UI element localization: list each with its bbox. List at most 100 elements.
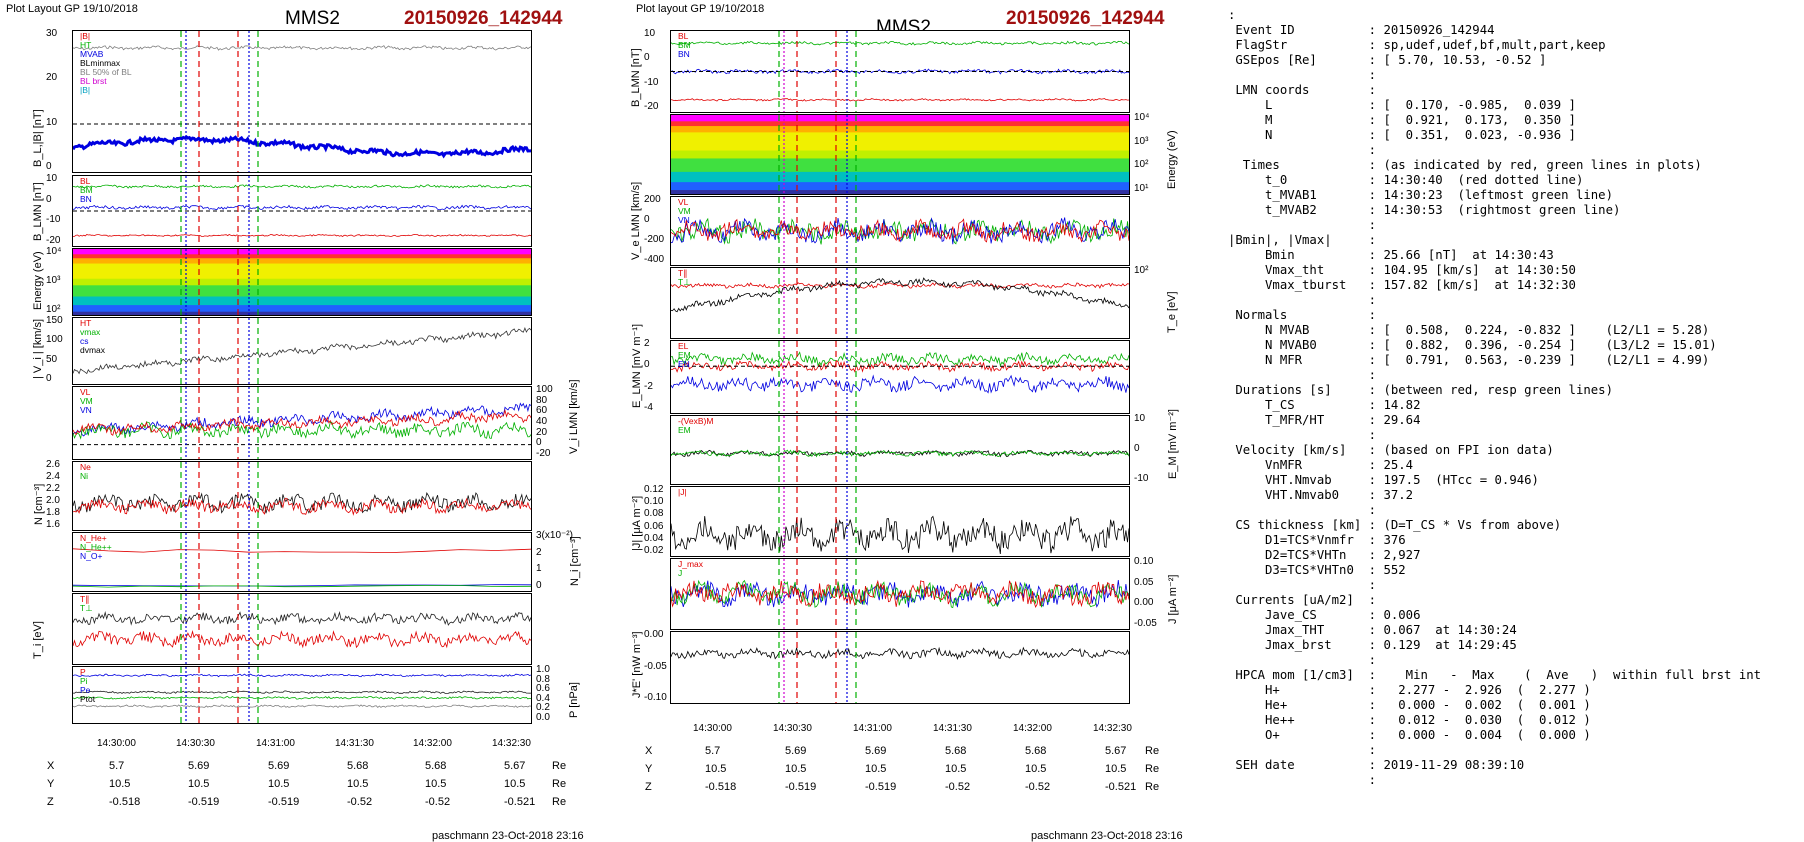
left-panel-1-legend-entry: |B| xyxy=(80,31,91,41)
left-panel-8-legend-entry: T⊥ xyxy=(80,603,93,613)
left-coord-y-value: 10.5 xyxy=(425,778,447,790)
left-panel-9-legend-entry: P xyxy=(80,667,86,677)
right-panel-7-ytick: 0.08 xyxy=(644,508,664,520)
right-panel-3 xyxy=(670,196,1130,266)
left-panel-6-plot xyxy=(73,462,531,530)
right-panel-9-plot xyxy=(671,632,1129,703)
right-spectrogram-band-2 xyxy=(671,121,1129,127)
left-panel-4-ytick: 150 xyxy=(46,315,63,326)
right-panel-9 xyxy=(670,631,1130,704)
left-panel-5-ytick: 100 xyxy=(536,384,553,395)
left-panel-2-ylabel: B_LMN [nT] xyxy=(32,182,44,241)
right-panel-8-legend-entry: J_max xyxy=(678,559,704,569)
right-panel-8-trace-3 xyxy=(671,579,1129,609)
right-coord-x-value: 5.68 xyxy=(1025,745,1047,757)
left-coord-z-value: -0.521 xyxy=(504,796,536,808)
right-xtick-label: 14:32:30 xyxy=(1093,723,1132,734)
left-panel-2-plot xyxy=(73,176,531,246)
left-panel-1-legend-entry: |B| xyxy=(80,85,91,95)
left-panel-1-ytick: 0 xyxy=(46,161,52,172)
left-panel-9-legend-entry: Pe xyxy=(80,685,91,695)
right-xtick-label: 14:31:30 xyxy=(933,723,972,734)
left-xtick-label: 14:32:00 xyxy=(413,738,452,749)
right-coord-unit: Re xyxy=(1145,781,1160,793)
left-panel-5-legend-entry: VL xyxy=(80,387,91,397)
left-coord-y-value: 10.5 xyxy=(188,778,210,790)
right-panel-7-ytick: 0.02 xyxy=(644,545,664,556)
left-panel-5-trace-1 xyxy=(73,402,531,437)
left-coord-z-value: -0.52 xyxy=(347,796,373,808)
left-panel-1-plot xyxy=(73,31,531,172)
left-panel-9-ytick: 0.2 xyxy=(536,702,550,714)
right-panel-5-legend-entry: EM xyxy=(678,350,691,360)
left-panel-9-ytick: 0.0 xyxy=(536,712,550,723)
right-panel-1-legend-entry: BN xyxy=(678,49,690,59)
left-panel-8-plot xyxy=(73,594,531,664)
left-spectrogram-band-4 xyxy=(73,263,531,280)
right-panel-2-ylabel: Energy (eV) xyxy=(1166,130,1178,189)
right-panel-5-ytick: 2 xyxy=(644,338,650,349)
right-panel-3-legend-entry: VM xyxy=(678,206,691,216)
right-panel-3-ytick: -400 xyxy=(644,254,665,265)
right-panel-6-ylabel: E_M [mV m⁻²] xyxy=(1167,409,1179,479)
right-panel-8-ylabel: J [μA m⁻²] xyxy=(1167,574,1179,624)
right-xtick-label: 14:30:30 xyxy=(773,723,812,734)
right-panel-6-trace-1 xyxy=(671,449,1129,458)
right-panel-7 xyxy=(670,486,1130,557)
left-panel-6-ytick: 1.6 xyxy=(46,519,60,530)
left-panel-1 xyxy=(72,30,532,173)
left-panel-8-trace-2 xyxy=(73,630,531,649)
right-panel-2-ytick: 10³ xyxy=(1134,135,1149,147)
left-coord-x-value: 5.7 xyxy=(109,760,125,772)
right-xtick-label: 14:31:00 xyxy=(853,723,892,734)
right-spectrogram-band-7 xyxy=(671,171,1129,183)
right-coord-z-label: Z xyxy=(645,781,652,793)
right-panel-5-trace-3 xyxy=(671,374,1129,394)
left-spectrogram-band-8 xyxy=(73,305,531,313)
left-panel-7-ytick: 3(x10⁻²) xyxy=(536,530,573,541)
left-panel-4-trace-1 xyxy=(73,326,531,375)
right-coord-y-label: Y xyxy=(645,763,653,775)
left-panel-7-legend-entry: N_He++ xyxy=(80,542,112,552)
left-panel-6-trace-1 xyxy=(73,491,531,514)
right-panel-4-ytick: 10² xyxy=(1134,265,1149,276)
left-panel-9-plot xyxy=(73,667,531,723)
left-panel-6-legend-entry: Ne xyxy=(80,462,91,472)
left-panel-2-ytick: 0 xyxy=(46,193,52,205)
right-panel-5 xyxy=(670,340,1130,414)
right-panel-7-ylabel: |J| [μA m⁻²] xyxy=(631,495,643,551)
left-panel-5-legend-entry: VN xyxy=(80,405,92,415)
right-panel-5-ytick: 0 xyxy=(644,359,650,371)
right-panel-1-ytick: -20 xyxy=(644,101,659,112)
left-panel-3-ytick: 10³ xyxy=(46,275,61,286)
right-coord-z-value: -0.519 xyxy=(865,781,897,793)
left-xtick-label: 14:31:00 xyxy=(256,738,295,749)
right-panel-6-legend-entry: EM xyxy=(678,425,691,435)
right-panel-1-legend-entry: BM xyxy=(678,40,691,50)
left-xtick-label: 14:30:00 xyxy=(97,738,136,749)
right-panel-8-ytick: 0.00 xyxy=(1134,597,1154,609)
right-panel-5-ytick: -2 xyxy=(644,380,653,392)
right-panel-7-ytick: 0.12 xyxy=(644,484,664,495)
right-footer: paschmann 23-Oct-2018 23:16 xyxy=(1031,830,1183,842)
right-panel-6-plot xyxy=(671,416,1129,484)
left-coord-y-value: 10.5 xyxy=(347,778,369,790)
right-panel-6-ytick: 10 xyxy=(1134,413,1146,424)
left-panel-5-plot xyxy=(73,387,531,459)
left-panel-3 xyxy=(72,248,532,316)
right-panel-3-ytick: -200 xyxy=(644,234,665,245)
left-spectrogram-band-6 xyxy=(73,285,531,298)
right-coord-y-value: 10.5 xyxy=(865,763,887,775)
left-coord-y-value: 10.5 xyxy=(268,778,290,790)
right-panel-9-ytick: 0.00 xyxy=(644,629,664,640)
left-panel-2-ytick: 10 xyxy=(46,173,58,184)
left-coord-z-value: -0.518 xyxy=(109,796,141,808)
left-spectrogram-band-5 xyxy=(73,278,531,286)
right-panel-4-legend-entry: T⊥ xyxy=(678,277,691,287)
right-panel-1-legend-entry: BL xyxy=(678,31,689,41)
left-coord-z-value: -0.52 xyxy=(425,796,451,808)
left-spectrogram-band-3 xyxy=(73,258,531,265)
left-panel-1-trace-2 xyxy=(73,134,531,159)
left-panel-4-plot xyxy=(73,318,531,384)
right-panel-9-trace-1 xyxy=(671,646,1129,661)
